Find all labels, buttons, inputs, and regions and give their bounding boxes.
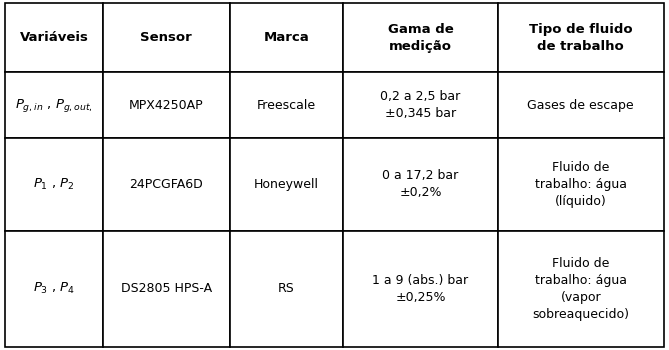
Text: $\mathbf{\it{P}_1}$ , $\mathbf{\it{P}_2}$: $\mathbf{\it{P}_1}$ , $\mathbf{\it{P}_2}… bbox=[33, 177, 75, 192]
Bar bbox=[498, 72, 664, 138]
Bar bbox=[230, 3, 343, 72]
Bar bbox=[103, 138, 230, 231]
Bar bbox=[103, 72, 230, 138]
Text: Freescale: Freescale bbox=[257, 99, 316, 112]
Bar bbox=[5, 3, 103, 72]
Text: Sensor: Sensor bbox=[140, 31, 192, 44]
Bar bbox=[103, 3, 230, 72]
Bar bbox=[230, 231, 343, 347]
Text: Honeywell: Honeywell bbox=[254, 178, 319, 191]
Text: $\mathbf{\it{P}_3}$ , $\mathbf{\it{P}_4}$: $\mathbf{\it{P}_3}$ , $\mathbf{\it{P}_4}… bbox=[33, 281, 75, 296]
Text: 0 a 17,2 bar
±0,2%: 0 a 17,2 bar ±0,2% bbox=[382, 169, 458, 200]
Bar bbox=[498, 231, 664, 347]
Bar bbox=[343, 138, 498, 231]
Bar bbox=[5, 138, 103, 231]
Text: $\mathbf{\it{P}_{g,in}}$ , $\mathbf{\it{P}_{g,out,}}$: $\mathbf{\it{P}_{g,in}}$ , $\mathbf{\it{… bbox=[15, 97, 93, 114]
Bar bbox=[230, 138, 343, 231]
Text: Gama de
medição: Gama de medição bbox=[387, 23, 454, 52]
Text: 1 a 9 (abs.) bar
±0,25%: 1 a 9 (abs.) bar ±0,25% bbox=[373, 274, 468, 304]
Bar bbox=[5, 231, 103, 347]
Text: DS2805 HPS-A: DS2805 HPS-A bbox=[120, 282, 212, 295]
Bar bbox=[103, 231, 230, 347]
Text: Tipo de fluido
de trabalho: Tipo de fluido de trabalho bbox=[529, 23, 632, 52]
Text: RS: RS bbox=[278, 282, 295, 295]
Bar bbox=[5, 72, 103, 138]
Bar bbox=[343, 231, 498, 347]
Text: Fluido de
trabalho: água
(vapor
sobreaquecido): Fluido de trabalho: água (vapor sobreaqu… bbox=[533, 257, 630, 321]
Text: 24PCGFA6D: 24PCGFA6D bbox=[129, 178, 203, 191]
Text: Variáveis: Variáveis bbox=[19, 31, 88, 44]
Text: Marca: Marca bbox=[264, 31, 309, 44]
Text: 0,2 a 2,5 bar
±0,345 bar: 0,2 a 2,5 bar ±0,345 bar bbox=[380, 90, 460, 120]
Bar bbox=[498, 138, 664, 231]
Bar bbox=[498, 3, 664, 72]
Bar bbox=[230, 72, 343, 138]
Text: MPX4250AP: MPX4250AP bbox=[129, 99, 203, 112]
Text: Gases de escape: Gases de escape bbox=[527, 99, 634, 112]
Bar bbox=[343, 3, 498, 72]
Text: Fluido de
trabalho: água
(líquido): Fluido de trabalho: água (líquido) bbox=[535, 161, 627, 208]
Bar bbox=[343, 72, 498, 138]
